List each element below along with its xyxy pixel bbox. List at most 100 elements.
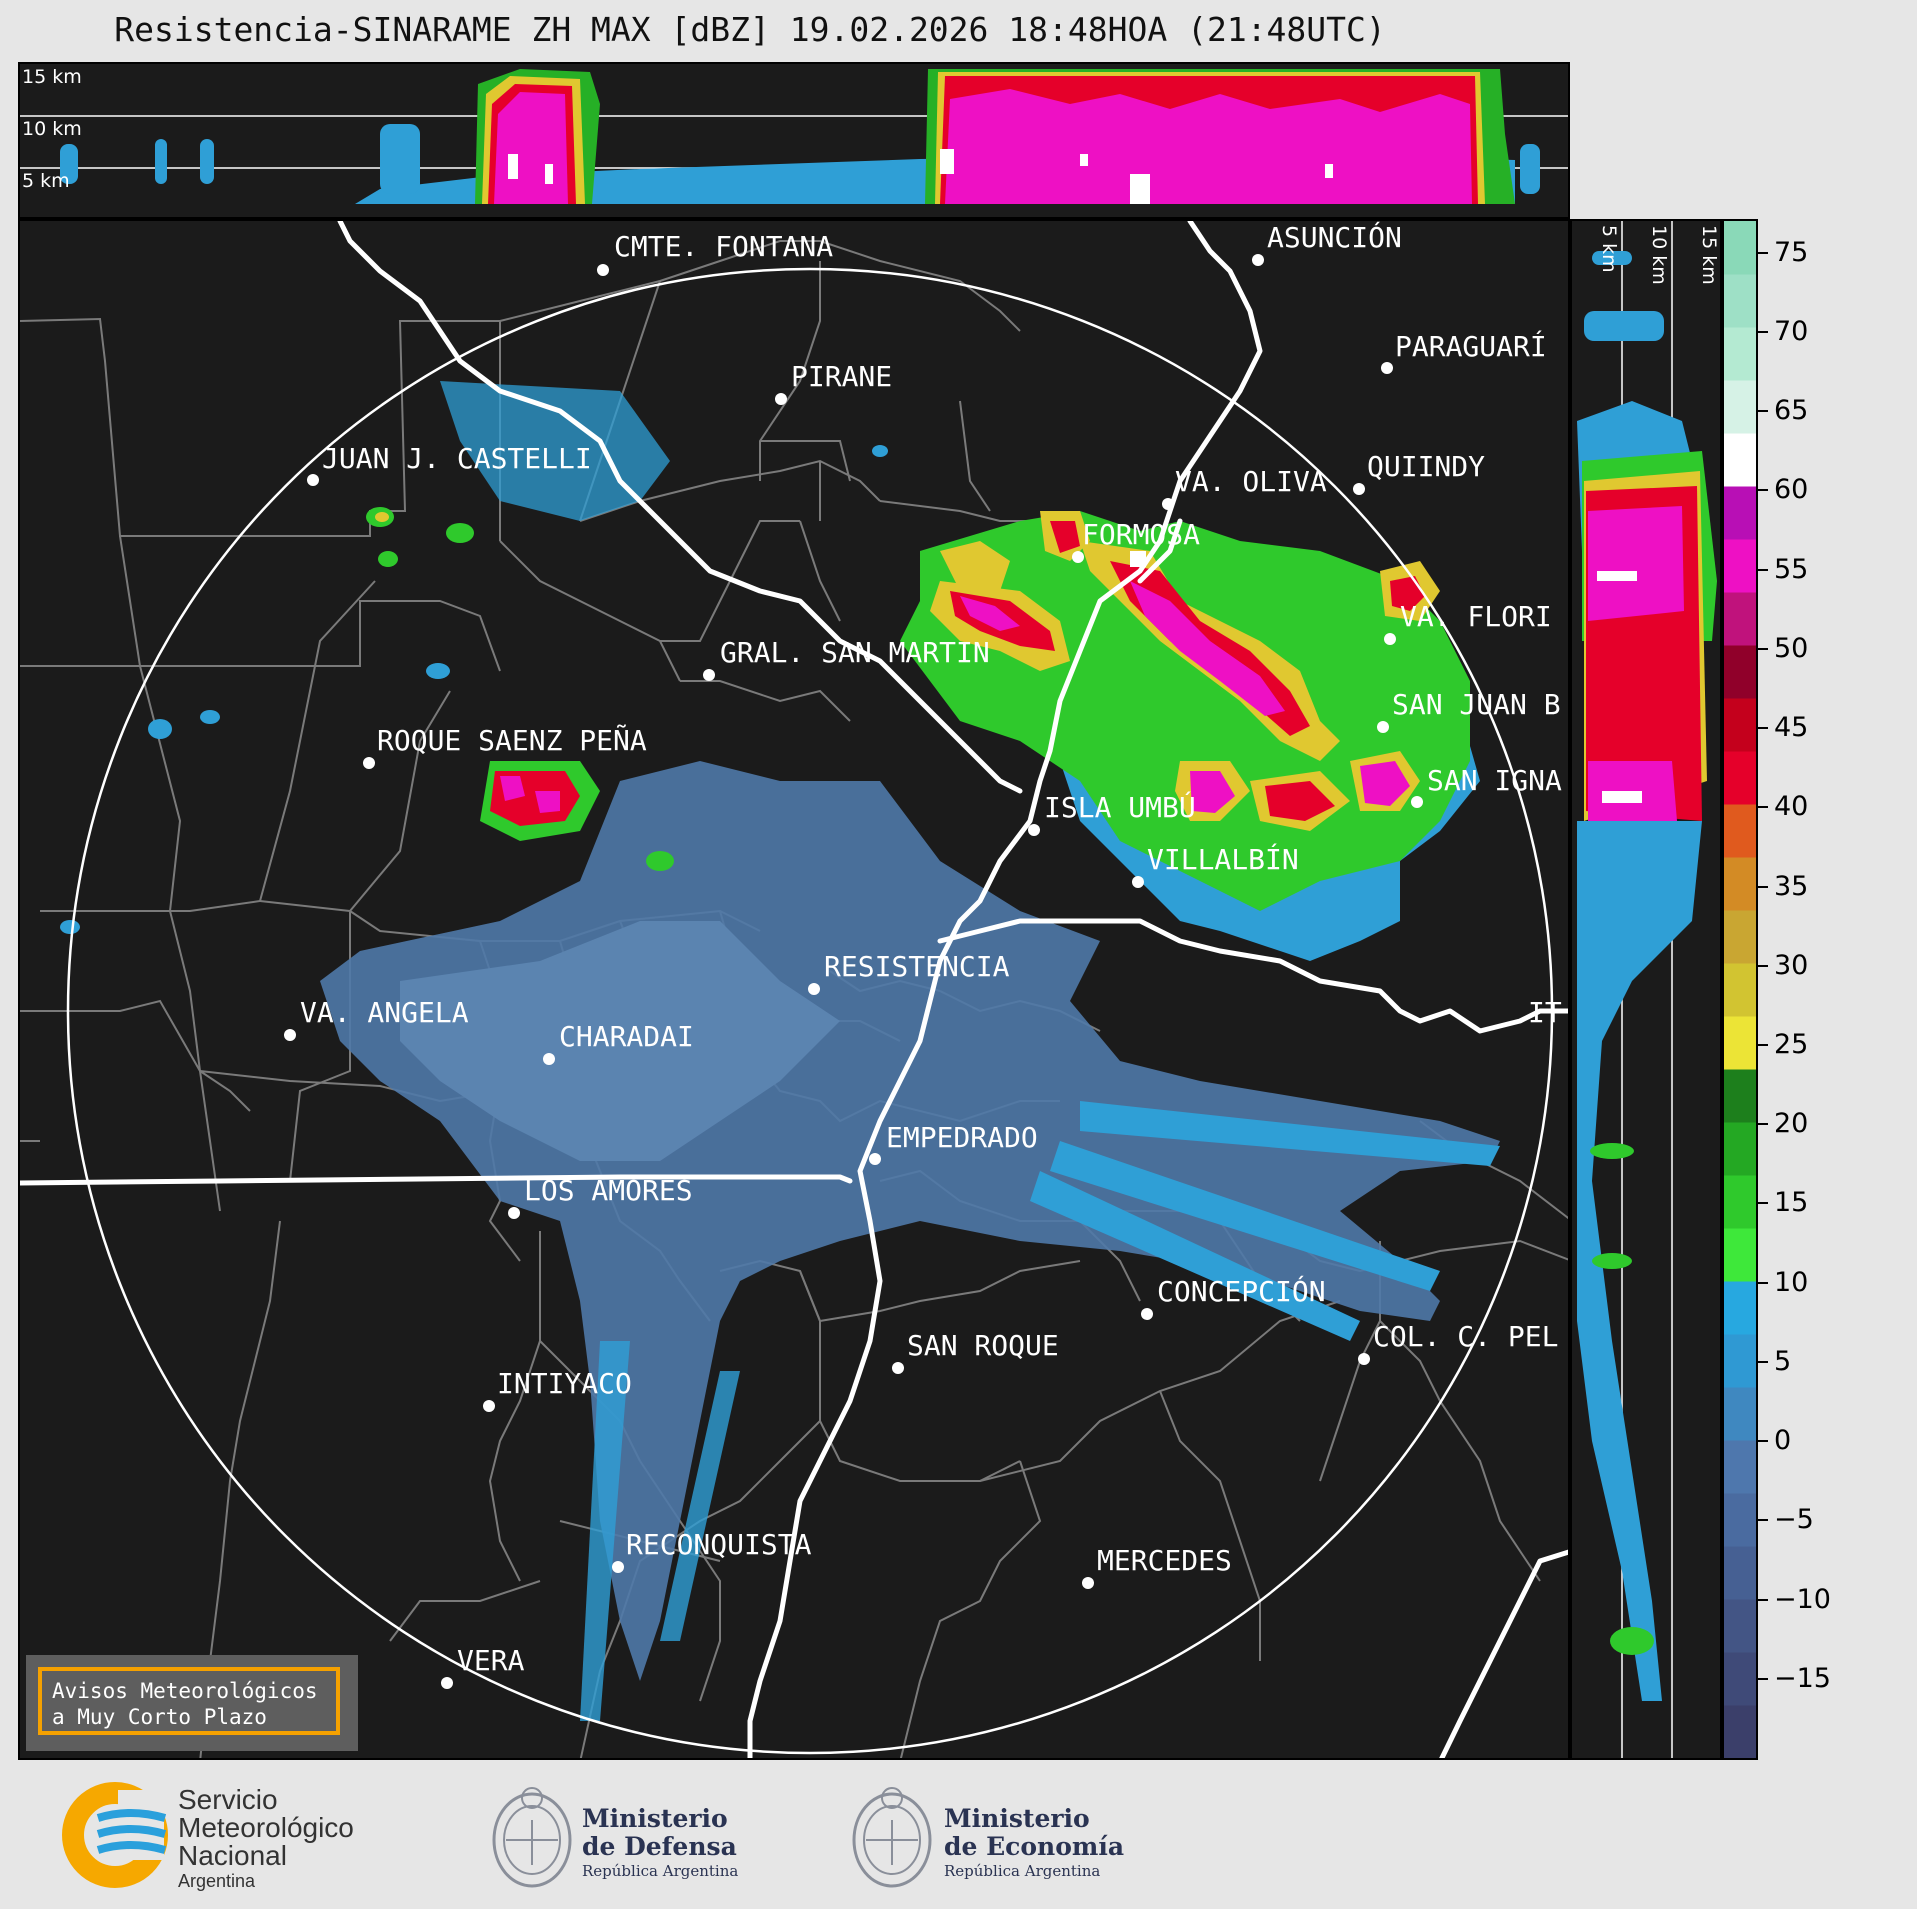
colorbar-segment (1724, 539, 1756, 593)
city-label-va-angela: VA. ANGELA (300, 996, 469, 1029)
rivers (20, 221, 1568, 1758)
colorbar-segment (1724, 1016, 1756, 1070)
colorbar-segment (1724, 486, 1756, 540)
smn-line1: Servicio (178, 1784, 278, 1815)
city-dot-los-amores (508, 1207, 520, 1219)
colorbar-gradient (1724, 221, 1756, 1758)
colorbar-segment (1724, 1599, 1756, 1653)
colorbar-tick (1758, 647, 1768, 650)
city-dot-isla-umbu (1028, 824, 1040, 836)
colorbar-tick (1758, 568, 1768, 571)
radar-map (20, 221, 1568, 1758)
colorbar-segment (1724, 1387, 1756, 1441)
city-label-intiyaco: INTIYACO (497, 1367, 632, 1400)
colorbar-tick-label: 0 (1774, 1425, 1792, 1457)
city-dot-gral-san-martin (703, 669, 715, 681)
radar-echoes (60, 381, 1500, 1721)
colorbar-segment (1724, 592, 1756, 646)
height-label-5km: 5 km (22, 170, 70, 192)
colorbar-tick (1758, 410, 1768, 413)
colorbar-tick (1758, 330, 1768, 333)
city-dot-villalbin (1132, 876, 1144, 888)
colorbar-segment (1724, 1122, 1756, 1176)
city-dot-charadai (543, 1053, 555, 1065)
colorbar-segment (1724, 221, 1756, 275)
city-dot-va-flori (1384, 633, 1396, 645)
economia-line3: República Argentina (944, 1862, 1101, 1880)
top-cross-section-panel: 15 km 10 km 5 km (18, 62, 1570, 219)
colorbar-segment (1724, 645, 1756, 699)
colorbar-tick (1758, 964, 1768, 967)
colorbar-tick (1758, 727, 1768, 730)
radar-map-panel: CMTE. FONTANA ASUNCIÓN PIRANE PARAGUARÍ … (18, 219, 1570, 1760)
colorbar-tick-label: 20 (1774, 1108, 1809, 1140)
colorbar-segment (1724, 433, 1756, 487)
colorbar-tick-label: 75 (1774, 236, 1809, 268)
city-dot-san-roque (892, 1362, 904, 1374)
avisos-frame: Avisos Meteorológicos a Muy Corto Plazo (38, 1667, 340, 1735)
city-dot-asuncion (1252, 254, 1264, 266)
colorbar-segment (1724, 910, 1756, 964)
side-height-label-10km: 10 km (1648, 225, 1670, 285)
colorbar-segment (1724, 380, 1756, 434)
avisos-box: Avisos Meteorológicos a Muy Corto Plazo (26, 1655, 358, 1751)
colorbar-tick (1758, 1281, 1768, 1284)
city-label-roque-saenz-pena: ROQUE SAENZ PEÑA (377, 724, 647, 757)
colorbar-segment (1724, 1175, 1756, 1229)
logos-footer: Servicio Meteorológico Nacional Argentin… (0, 1760, 1917, 1909)
colorbar-tick (1758, 489, 1768, 492)
city-dot-va-angela (284, 1029, 296, 1041)
city-label-charadai: CHARADAI (559, 1020, 694, 1053)
city-label-san-juan-b: SAN JUAN B (1392, 688, 1561, 721)
colorbar-tick (1758, 1123, 1768, 1126)
colorbar-tick-label: −5 (1774, 1504, 1814, 1536)
chart-title: Resistencia-SINARAME ZH MAX [dBZ] 19.02.… (114, 10, 1386, 49)
city-label-empedrado: EMPEDRADO (886, 1121, 1038, 1154)
defensa-seal-icon (492, 1787, 572, 1888)
side-height-label-15km: 15 km (1698, 225, 1720, 285)
city-dot-empedrado (869, 1153, 881, 1165)
smn-line4: Argentina (178, 1871, 256, 1891)
side-height-label-5km: 5 km (1598, 225, 1620, 273)
colorbar-tick-label: 15 (1774, 1187, 1809, 1219)
colorbar-segment (1724, 274, 1756, 328)
colorbar-tick-label: 30 (1774, 949, 1809, 981)
colorbar-tick-label: −15 (1774, 1662, 1831, 1694)
city-label-paraguari: PARAGUARÍ (1395, 330, 1547, 363)
city-label-reconquista: RECONQUISTA (626, 1528, 812, 1561)
city-label-cmte-fontana: CMTE. FONTANA (614, 230, 834, 263)
city-dot-reconquista (612, 1561, 624, 1573)
colorbar-tick (1758, 1360, 1768, 1363)
city-dot-paraguari (1381, 362, 1393, 374)
colorbar-segment (1724, 1334, 1756, 1388)
logo-graphics (62, 1782, 932, 1888)
colorbar-tick-label: 25 (1774, 1028, 1809, 1060)
colorbar-segment (1724, 1546, 1756, 1600)
colorbar-tick (1758, 1043, 1768, 1046)
colorbar-tick (1758, 1598, 1768, 1601)
city-label-gral-san-martin: GRAL. SAN MARTIN (720, 636, 990, 669)
city-dot-intiyaco (483, 1400, 495, 1412)
city-label-resistencia: RESISTENCIA (824, 950, 1010, 983)
colorbar-tick-label: 50 (1774, 632, 1809, 664)
economia-line1: Ministerio (944, 1804, 1090, 1833)
city-label-concepcion: CONCEPCIÓN (1157, 1275, 1326, 1308)
city-label-va-flori: VA. FLORI (1400, 600, 1552, 633)
colorbar-segment (1724, 1493, 1756, 1547)
colorbar-tick-label: 45 (1774, 712, 1809, 744)
colorbar-tick (1758, 1519, 1768, 1522)
city-label-mercedes: MERCEDES (1097, 1544, 1232, 1577)
colorbar-tick-label: 10 (1774, 1266, 1809, 1298)
city-dot-cmte-fontana (597, 264, 609, 276)
city-dot-mercedes (1082, 1577, 1094, 1589)
colorbar-tick-label: 35 (1774, 870, 1809, 902)
economia-line2: de Economía (944, 1832, 1125, 1861)
city-label-isla-umbu: ISLA UMBÚ (1044, 791, 1196, 824)
city-dot-concepcion (1141, 1308, 1153, 1320)
height-label-10km: 10 km (22, 118, 82, 140)
city-dot-quiindy (1353, 483, 1365, 495)
city-label-it: IT (1528, 996, 1562, 1029)
colorbar-segment (1724, 963, 1756, 1017)
colorbar-tick (1758, 885, 1768, 888)
city-label-villalbin: VILLALBÍN (1147, 843, 1299, 876)
